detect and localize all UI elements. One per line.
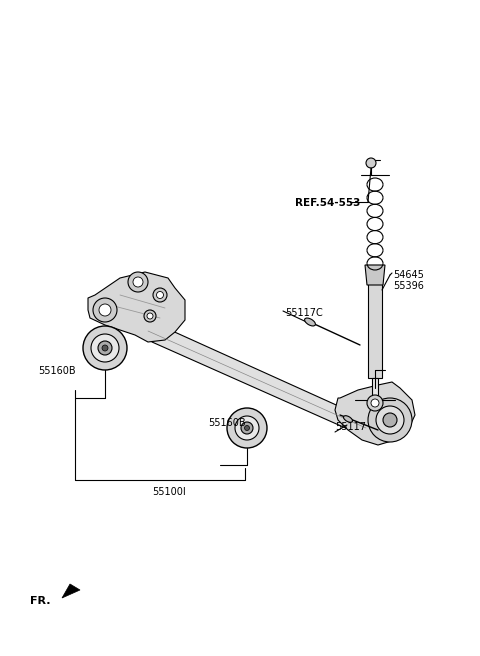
Text: REF.54-553: REF.54-553 — [295, 198, 360, 208]
Circle shape — [376, 406, 404, 434]
Circle shape — [368, 398, 412, 442]
Circle shape — [98, 341, 112, 355]
Circle shape — [367, 395, 383, 411]
Ellipse shape — [344, 416, 352, 422]
Text: 55117: 55117 — [335, 422, 366, 432]
Circle shape — [383, 413, 397, 427]
Polygon shape — [88, 272, 185, 342]
Polygon shape — [335, 382, 415, 445]
Circle shape — [144, 310, 156, 322]
Ellipse shape — [305, 318, 315, 326]
Circle shape — [147, 313, 153, 319]
Polygon shape — [365, 265, 385, 285]
Polygon shape — [148, 320, 368, 438]
Text: 55160B: 55160B — [208, 418, 246, 428]
Circle shape — [93, 298, 117, 322]
Polygon shape — [372, 378, 378, 400]
Polygon shape — [62, 584, 80, 598]
Circle shape — [133, 277, 143, 287]
Text: 54645: 54645 — [393, 270, 424, 280]
Circle shape — [241, 422, 253, 434]
Circle shape — [366, 158, 376, 168]
Text: 55396: 55396 — [393, 281, 424, 291]
Circle shape — [153, 288, 167, 302]
Text: 55117C: 55117C — [285, 308, 323, 318]
Circle shape — [235, 416, 259, 440]
Circle shape — [244, 426, 250, 430]
Circle shape — [99, 304, 111, 316]
Circle shape — [156, 291, 164, 298]
Text: 55160B: 55160B — [38, 366, 76, 376]
Polygon shape — [368, 265, 382, 378]
Text: FR.: FR. — [30, 596, 50, 606]
Circle shape — [227, 408, 267, 448]
Circle shape — [102, 345, 108, 351]
Circle shape — [91, 334, 119, 362]
Circle shape — [371, 399, 379, 407]
Text: 55100I: 55100I — [152, 487, 186, 497]
Circle shape — [128, 272, 148, 292]
Circle shape — [83, 326, 127, 370]
